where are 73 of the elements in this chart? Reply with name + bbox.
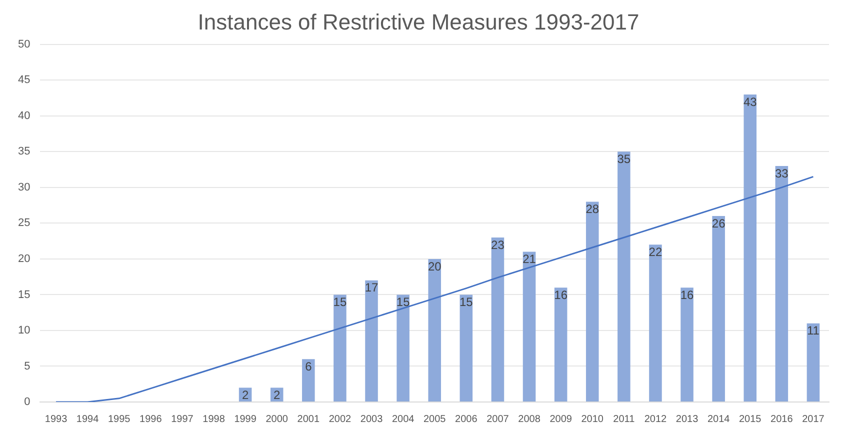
x-tick-label: 1995 (108, 414, 131, 425)
y-tick-label: 25 (18, 217, 30, 230)
data-label: 2 (274, 388, 281, 402)
data-label: 28 (586, 202, 600, 216)
x-tick-label: 2008 (518, 414, 541, 425)
data-label: 33 (774, 166, 789, 180)
x-tick-label: 2014 (707, 414, 730, 425)
y-tick-label: 20 (18, 252, 30, 265)
data-label: 16 (680, 288, 694, 302)
x-tick-label: 2001 (297, 414, 320, 425)
bar (649, 244, 662, 402)
x-tick-label: 2012 (644, 414, 668, 425)
data-label: 20 (428, 259, 442, 274)
bar (554, 288, 568, 402)
data-label: 16 (554, 288, 568, 302)
data-label: 26 (712, 216, 726, 230)
bar (618, 152, 630, 402)
data-label: 35 (617, 152, 631, 166)
bar (365, 280, 378, 402)
x-tick-label: 2017 (802, 414, 825, 425)
y-tick-label: 30 (18, 181, 30, 194)
x-tick-label: 2007 (486, 414, 510, 425)
x-tick-label: 2009 (550, 414, 572, 425)
data-label: 17 (364, 280, 379, 295)
bar (491, 238, 504, 402)
x-tick-label: 2010 (581, 414, 604, 425)
data-label: 21 (522, 252, 536, 266)
x-tick-label: 1996 (140, 414, 162, 425)
data-label: 43 (743, 94, 758, 109)
x-tick-label: 1998 (202, 414, 226, 425)
y-tick-label: 0 (24, 396, 30, 408)
y-tick-label: 45 (18, 74, 30, 86)
bar (460, 294, 473, 402)
bar (775, 166, 788, 402)
bar (334, 294, 346, 402)
data-label: 23 (491, 238, 505, 252)
bar (712, 216, 725, 402)
x-tick-label: 1997 (171, 414, 194, 425)
data-label: 15 (396, 295, 410, 310)
data-label: 15 (333, 295, 347, 310)
x-tick-label: 2004 (392, 414, 415, 425)
x-tick-label: 2013 (676, 414, 699, 425)
bar (428, 258, 442, 402)
bar (586, 202, 599, 402)
data-label: 22 (648, 244, 662, 259)
bar (302, 359, 315, 402)
y-tick-label: 50 (18, 38, 30, 50)
data-label: 11 (806, 324, 820, 338)
x-tick-label: 2005 (423, 414, 446, 425)
x-tick-label: 2000 (266, 414, 288, 425)
x-tick-label: 2003 (360, 414, 384, 425)
chart-title: Instances of Restrictive Measures 1993-2017 (198, 9, 640, 34)
x-tick-label: 2011 (613, 414, 636, 425)
y-tick-label: 40 (18, 110, 30, 122)
x-tick-label: 2015 (739, 414, 762, 425)
x-tick-label: 2006 (455, 414, 478, 425)
data-label: 6 (305, 359, 312, 374)
y-tick-label: 5 (24, 360, 30, 372)
x-tick-label: 2002 (328, 414, 352, 425)
bar (744, 94, 757, 402)
y-tick-label: 15 (18, 288, 30, 301)
y-tick-label: 35 (18, 146, 30, 158)
x-tick-label: 1994 (76, 414, 100, 425)
bar (680, 288, 694, 402)
data-label: 2 (242, 388, 249, 402)
x-tick-label: 1999 (234, 414, 257, 425)
x-tick-label: 2016 (770, 414, 794, 425)
y-tick-label: 10 (18, 324, 30, 337)
bar (522, 252, 536, 402)
bar (396, 294, 410, 402)
x-tick-label: 1993 (44, 414, 68, 425)
bar (806, 323, 820, 402)
data-label: 15 (459, 295, 474, 310)
